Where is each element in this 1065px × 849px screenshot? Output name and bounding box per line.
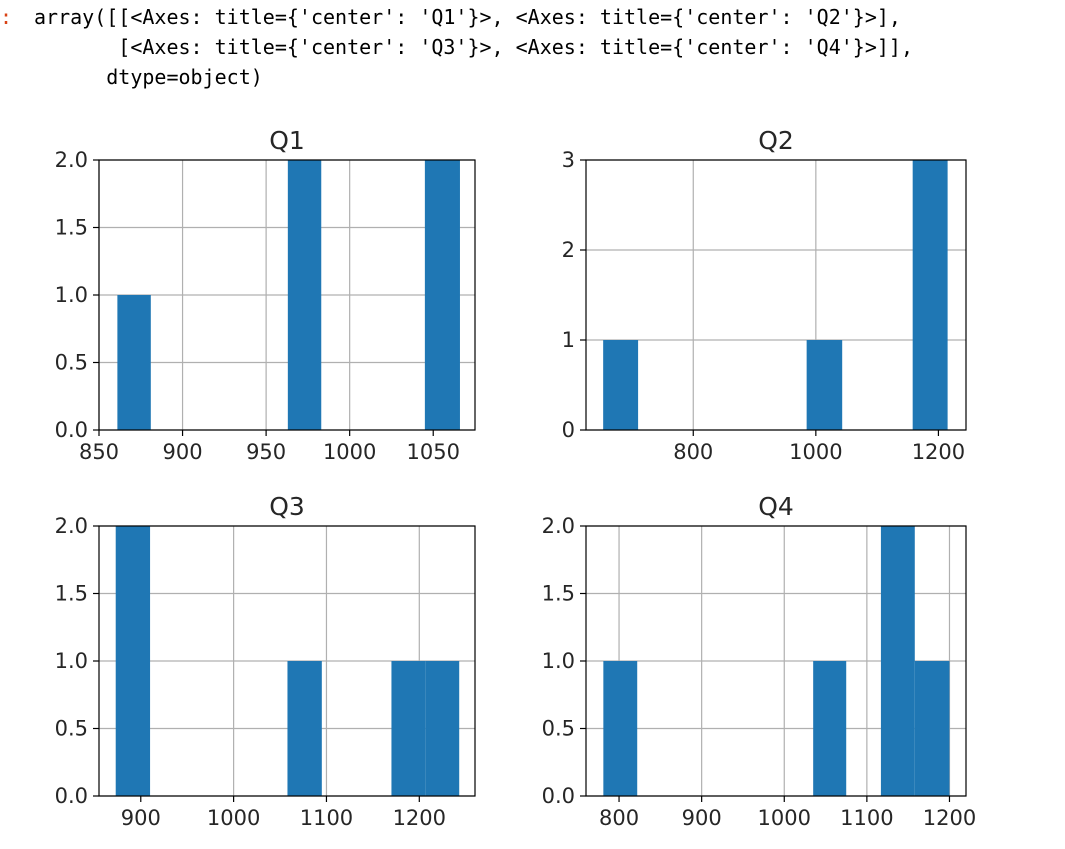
x-tick-label: 900: [163, 440, 203, 464]
y-tick-label: 0.5: [542, 717, 575, 741]
histogram-bar: [603, 340, 639, 430]
y-tick-label: 1.5: [55, 582, 88, 606]
y-tick-label: 1.0: [55, 283, 88, 307]
x-tick-label: 1050: [406, 440, 459, 464]
histogram-bar: [603, 661, 638, 796]
histogram-bar: [117, 295, 151, 430]
y-tick-label: 2.0: [542, 514, 575, 538]
x-tick-label: 1000: [758, 806, 811, 830]
subplot-title: Q4: [758, 492, 794, 521]
x-tick-label: 1000: [323, 440, 376, 464]
output-line: array([[<Axes: title={'center': 'Q1'}>, …: [34, 5, 901, 29]
histogram-bar: [813, 661, 847, 796]
x-tick-label: 800: [599, 806, 639, 830]
y-tick-label: 0.0: [55, 784, 88, 808]
x-tick-label: 1200: [393, 806, 446, 830]
histogram-bar: [391, 661, 426, 796]
histogram-bar: [880, 526, 915, 796]
y-tick-label: 2.0: [55, 148, 88, 172]
output-line: [<Axes: title={'center': 'Q3'}>, <Axes: …: [34, 35, 913, 59]
x-tick-label: 950: [246, 440, 286, 464]
histogram-bar: [424, 160, 460, 430]
x-tick-label: 900: [121, 806, 161, 830]
y-tick-label: 1.5: [55, 216, 88, 240]
y-tick-label: 1.0: [55, 649, 88, 673]
y-tick-label: 0.0: [55, 418, 88, 442]
histogram-bar: [425, 661, 460, 796]
subplot-title: Q1: [269, 126, 305, 155]
subplot-q1: 850 900 950 1000 1050 0.0 0.5 1.0 1.5 2.0 Q1: [55, 126, 476, 464]
y-tick-label: 1: [562, 328, 575, 352]
x-tick-label: 1100: [840, 806, 893, 830]
histogram-bar: [912, 160, 948, 430]
x-tick-label: 900: [682, 806, 722, 830]
y-tick-label: 0: [562, 418, 575, 442]
subplot-title: Q3: [269, 492, 305, 521]
subplot-q2: 800 1000 1200 0 1 2 3 Q2: [562, 126, 967, 464]
y-tick-label: 3: [562, 148, 575, 172]
x-tick-label: 850: [79, 440, 119, 464]
x-tick-label: 800: [673, 440, 713, 464]
y-tick-label: 1.0: [542, 649, 575, 673]
subplot-title: Q2: [758, 126, 794, 155]
y-tick-label: 1.5: [542, 582, 575, 606]
histogram-bar: [115, 526, 151, 796]
y-tick-label: 2: [562, 238, 575, 262]
x-tick-label: 1200: [912, 440, 965, 464]
x-tick-label: 1000: [207, 806, 260, 830]
axes-frame: [585, 159, 967, 431]
output-prompt-marker: :: [0, 5, 13, 29]
histogram-bar: [914, 661, 950, 796]
histogram-bar: [806, 340, 843, 430]
histogram-bar: [287, 661, 322, 796]
subplot-q4: 800 900 1000 1100 1200 0.0 0.5 1.0 1.5 2.0 Q4: [542, 492, 977, 830]
y-tick-label: 0.5: [55, 717, 88, 741]
cell-output-text: array([[<Axes: title={'center': 'Q1'}>, …: [34, 2, 913, 92]
x-tick-label: 1200: [923, 806, 976, 830]
output-line: dtype=object): [34, 65, 263, 89]
x-tick-label: 1100: [300, 806, 353, 830]
x-tick-label: 1000: [789, 440, 842, 464]
y-tick-label: 0.5: [55, 351, 88, 375]
y-tick-label: 2.0: [55, 514, 88, 538]
y-tick-label: 0.0: [542, 784, 575, 808]
subplot-q3: 900 1000 1100 1200 0.0 0.5 1.0 1.5 2.0 Q3: [55, 492, 476, 830]
histogram-bar: [287, 160, 322, 430]
